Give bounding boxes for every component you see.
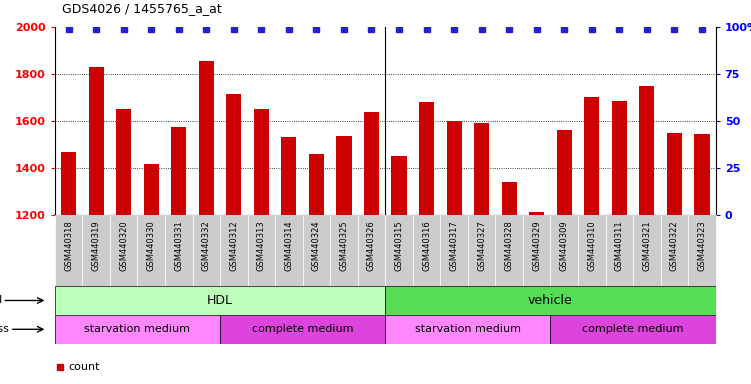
Text: GSM440310: GSM440310 bbox=[587, 221, 596, 271]
Bar bbox=[55, 215, 83, 286]
Text: GSM440314: GSM440314 bbox=[285, 221, 294, 271]
Bar bbox=[584, 98, 599, 215]
Text: complete medium: complete medium bbox=[252, 324, 354, 334]
Bar bbox=[226, 94, 241, 215]
Bar bbox=[550, 315, 716, 344]
Bar bbox=[391, 156, 406, 215]
Bar bbox=[55, 315, 220, 344]
Bar bbox=[468, 215, 496, 286]
Bar bbox=[165, 215, 192, 286]
Bar bbox=[639, 86, 654, 215]
Text: GSM440331: GSM440331 bbox=[174, 221, 183, 271]
Bar bbox=[254, 109, 269, 215]
Bar bbox=[309, 154, 324, 215]
Text: GSM440322: GSM440322 bbox=[670, 221, 679, 271]
Bar bbox=[447, 121, 462, 215]
Text: GSM440324: GSM440324 bbox=[312, 221, 321, 271]
Text: count: count bbox=[68, 362, 100, 372]
Bar bbox=[605, 215, 633, 286]
Bar bbox=[143, 164, 158, 215]
Bar bbox=[171, 127, 186, 215]
Bar bbox=[667, 133, 682, 215]
Bar bbox=[474, 123, 489, 215]
Bar bbox=[413, 215, 440, 286]
Bar bbox=[275, 215, 303, 286]
Bar bbox=[385, 286, 716, 315]
Bar bbox=[364, 112, 379, 215]
Text: GSM440330: GSM440330 bbox=[146, 221, 155, 271]
Bar bbox=[137, 215, 165, 286]
Text: GSM440316: GSM440316 bbox=[422, 221, 431, 271]
Bar bbox=[612, 101, 627, 215]
Text: GSM440319: GSM440319 bbox=[92, 221, 101, 271]
Bar bbox=[220, 315, 385, 344]
Bar bbox=[556, 131, 572, 215]
Bar bbox=[529, 212, 544, 215]
Bar bbox=[688, 215, 716, 286]
Bar bbox=[523, 215, 550, 286]
Bar bbox=[83, 215, 110, 286]
Bar bbox=[303, 215, 330, 286]
Text: GSM440323: GSM440323 bbox=[698, 221, 707, 271]
Bar bbox=[357, 215, 385, 286]
Bar bbox=[282, 137, 297, 215]
Bar bbox=[110, 215, 137, 286]
Text: GSM440327: GSM440327 bbox=[477, 221, 486, 271]
Bar bbox=[89, 67, 104, 215]
Text: GSM440318: GSM440318 bbox=[64, 221, 73, 271]
Text: GSM440332: GSM440332 bbox=[202, 221, 211, 271]
Bar bbox=[550, 215, 578, 286]
Text: GDS4026 / 1455765_a_at: GDS4026 / 1455765_a_at bbox=[62, 2, 222, 15]
Text: HDL: HDL bbox=[207, 294, 233, 307]
Bar bbox=[633, 215, 661, 286]
Bar bbox=[55, 286, 385, 315]
Bar bbox=[330, 215, 357, 286]
Text: protocol: protocol bbox=[0, 295, 2, 306]
Bar bbox=[695, 134, 710, 215]
Bar bbox=[496, 215, 523, 286]
Bar bbox=[440, 215, 468, 286]
Bar bbox=[419, 102, 434, 215]
Text: GSM440328: GSM440328 bbox=[505, 221, 514, 271]
Text: starvation medium: starvation medium bbox=[84, 324, 191, 334]
Text: GSM440311: GSM440311 bbox=[615, 221, 624, 271]
Bar bbox=[502, 182, 517, 215]
Text: vehicle: vehicle bbox=[528, 294, 573, 307]
Text: GSM440313: GSM440313 bbox=[257, 221, 266, 271]
Bar bbox=[661, 215, 688, 286]
Bar bbox=[192, 215, 220, 286]
Text: complete medium: complete medium bbox=[582, 324, 684, 334]
Text: GSM440329: GSM440329 bbox=[532, 221, 541, 271]
Bar bbox=[61, 152, 76, 215]
Bar bbox=[199, 61, 214, 215]
Text: GSM440309: GSM440309 bbox=[559, 221, 569, 271]
Text: GSM440325: GSM440325 bbox=[339, 221, 348, 271]
Text: GSM440315: GSM440315 bbox=[394, 221, 403, 271]
Text: GSM440326: GSM440326 bbox=[367, 221, 376, 271]
Bar bbox=[116, 109, 131, 215]
Text: stress: stress bbox=[0, 324, 10, 334]
Bar bbox=[336, 136, 351, 215]
Bar bbox=[385, 315, 550, 344]
Bar bbox=[248, 215, 275, 286]
Text: starvation medium: starvation medium bbox=[415, 324, 521, 334]
Text: GSM440321: GSM440321 bbox=[642, 221, 651, 271]
Text: GSM440317: GSM440317 bbox=[450, 221, 459, 271]
Bar bbox=[385, 215, 413, 286]
Text: GSM440312: GSM440312 bbox=[229, 221, 238, 271]
Bar bbox=[578, 215, 605, 286]
Text: GSM440320: GSM440320 bbox=[119, 221, 128, 271]
Bar bbox=[220, 215, 248, 286]
